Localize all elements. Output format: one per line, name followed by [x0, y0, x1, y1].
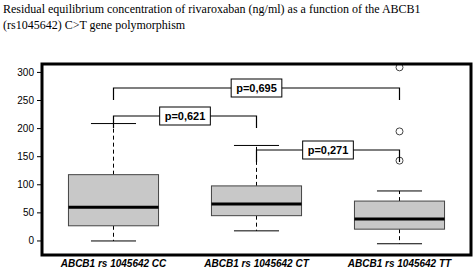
lower-cap — [377, 243, 422, 244]
upper-whisker — [113, 124, 114, 175]
comparison-text: p=0,695 — [236, 82, 277, 94]
upper-whisker — [399, 191, 400, 201]
lower-cap — [234, 230, 279, 231]
y-tick-label: 0 — [28, 235, 34, 246]
x-tick-label: ABCB1 rs 1045642 TT — [347, 258, 452, 269]
y-tick-label: 100 — [17, 179, 34, 190]
upper-cap — [234, 145, 279, 146]
y-tick-label: 200 — [17, 123, 34, 134]
median — [354, 218, 444, 221]
lower-whisker — [113, 226, 114, 241]
y-tick-label: 300 — [17, 67, 34, 78]
x-tick-label: ABCB1 rs 1045642 CT — [203, 258, 309, 269]
box — [68, 175, 158, 226]
plot-frame — [42, 64, 471, 255]
comparison-text: p=0,271 — [308, 144, 349, 156]
lower-whisker — [399, 229, 400, 244]
y-tick-label: 50 — [23, 207, 35, 218]
lower-cap — [91, 240, 136, 241]
comparison-label: p=0,621 — [160, 107, 211, 125]
box — [354, 201, 444, 229]
upper-cap — [377, 190, 422, 191]
comparison-label: p=0,271 — [303, 141, 354, 159]
chart: Residual equilibrium concentration of ri… — [0, 0, 474, 271]
y-tick-label: 150 — [17, 151, 34, 162]
comparison-label-box — [303, 141, 354, 159]
outlier — [396, 128, 403, 135]
plot-data — [68, 64, 444, 244]
x-tick-label: ABCB1 rs 1045642 CC — [60, 258, 167, 269]
median — [68, 206, 158, 209]
median — [211, 202, 301, 205]
title: Residual equilibrium concentration of ri… — [3, 2, 421, 32]
comparison-label-box — [160, 107, 211, 125]
y-tick-label: 250 — [17, 95, 34, 106]
box — [211, 186, 301, 216]
comparison-label-box — [231, 79, 282, 97]
comparison-text: p=0,621 — [165, 110, 206, 122]
comparison-label: p=0,695 — [231, 79, 282, 97]
lower-whisker — [256, 216, 257, 231]
